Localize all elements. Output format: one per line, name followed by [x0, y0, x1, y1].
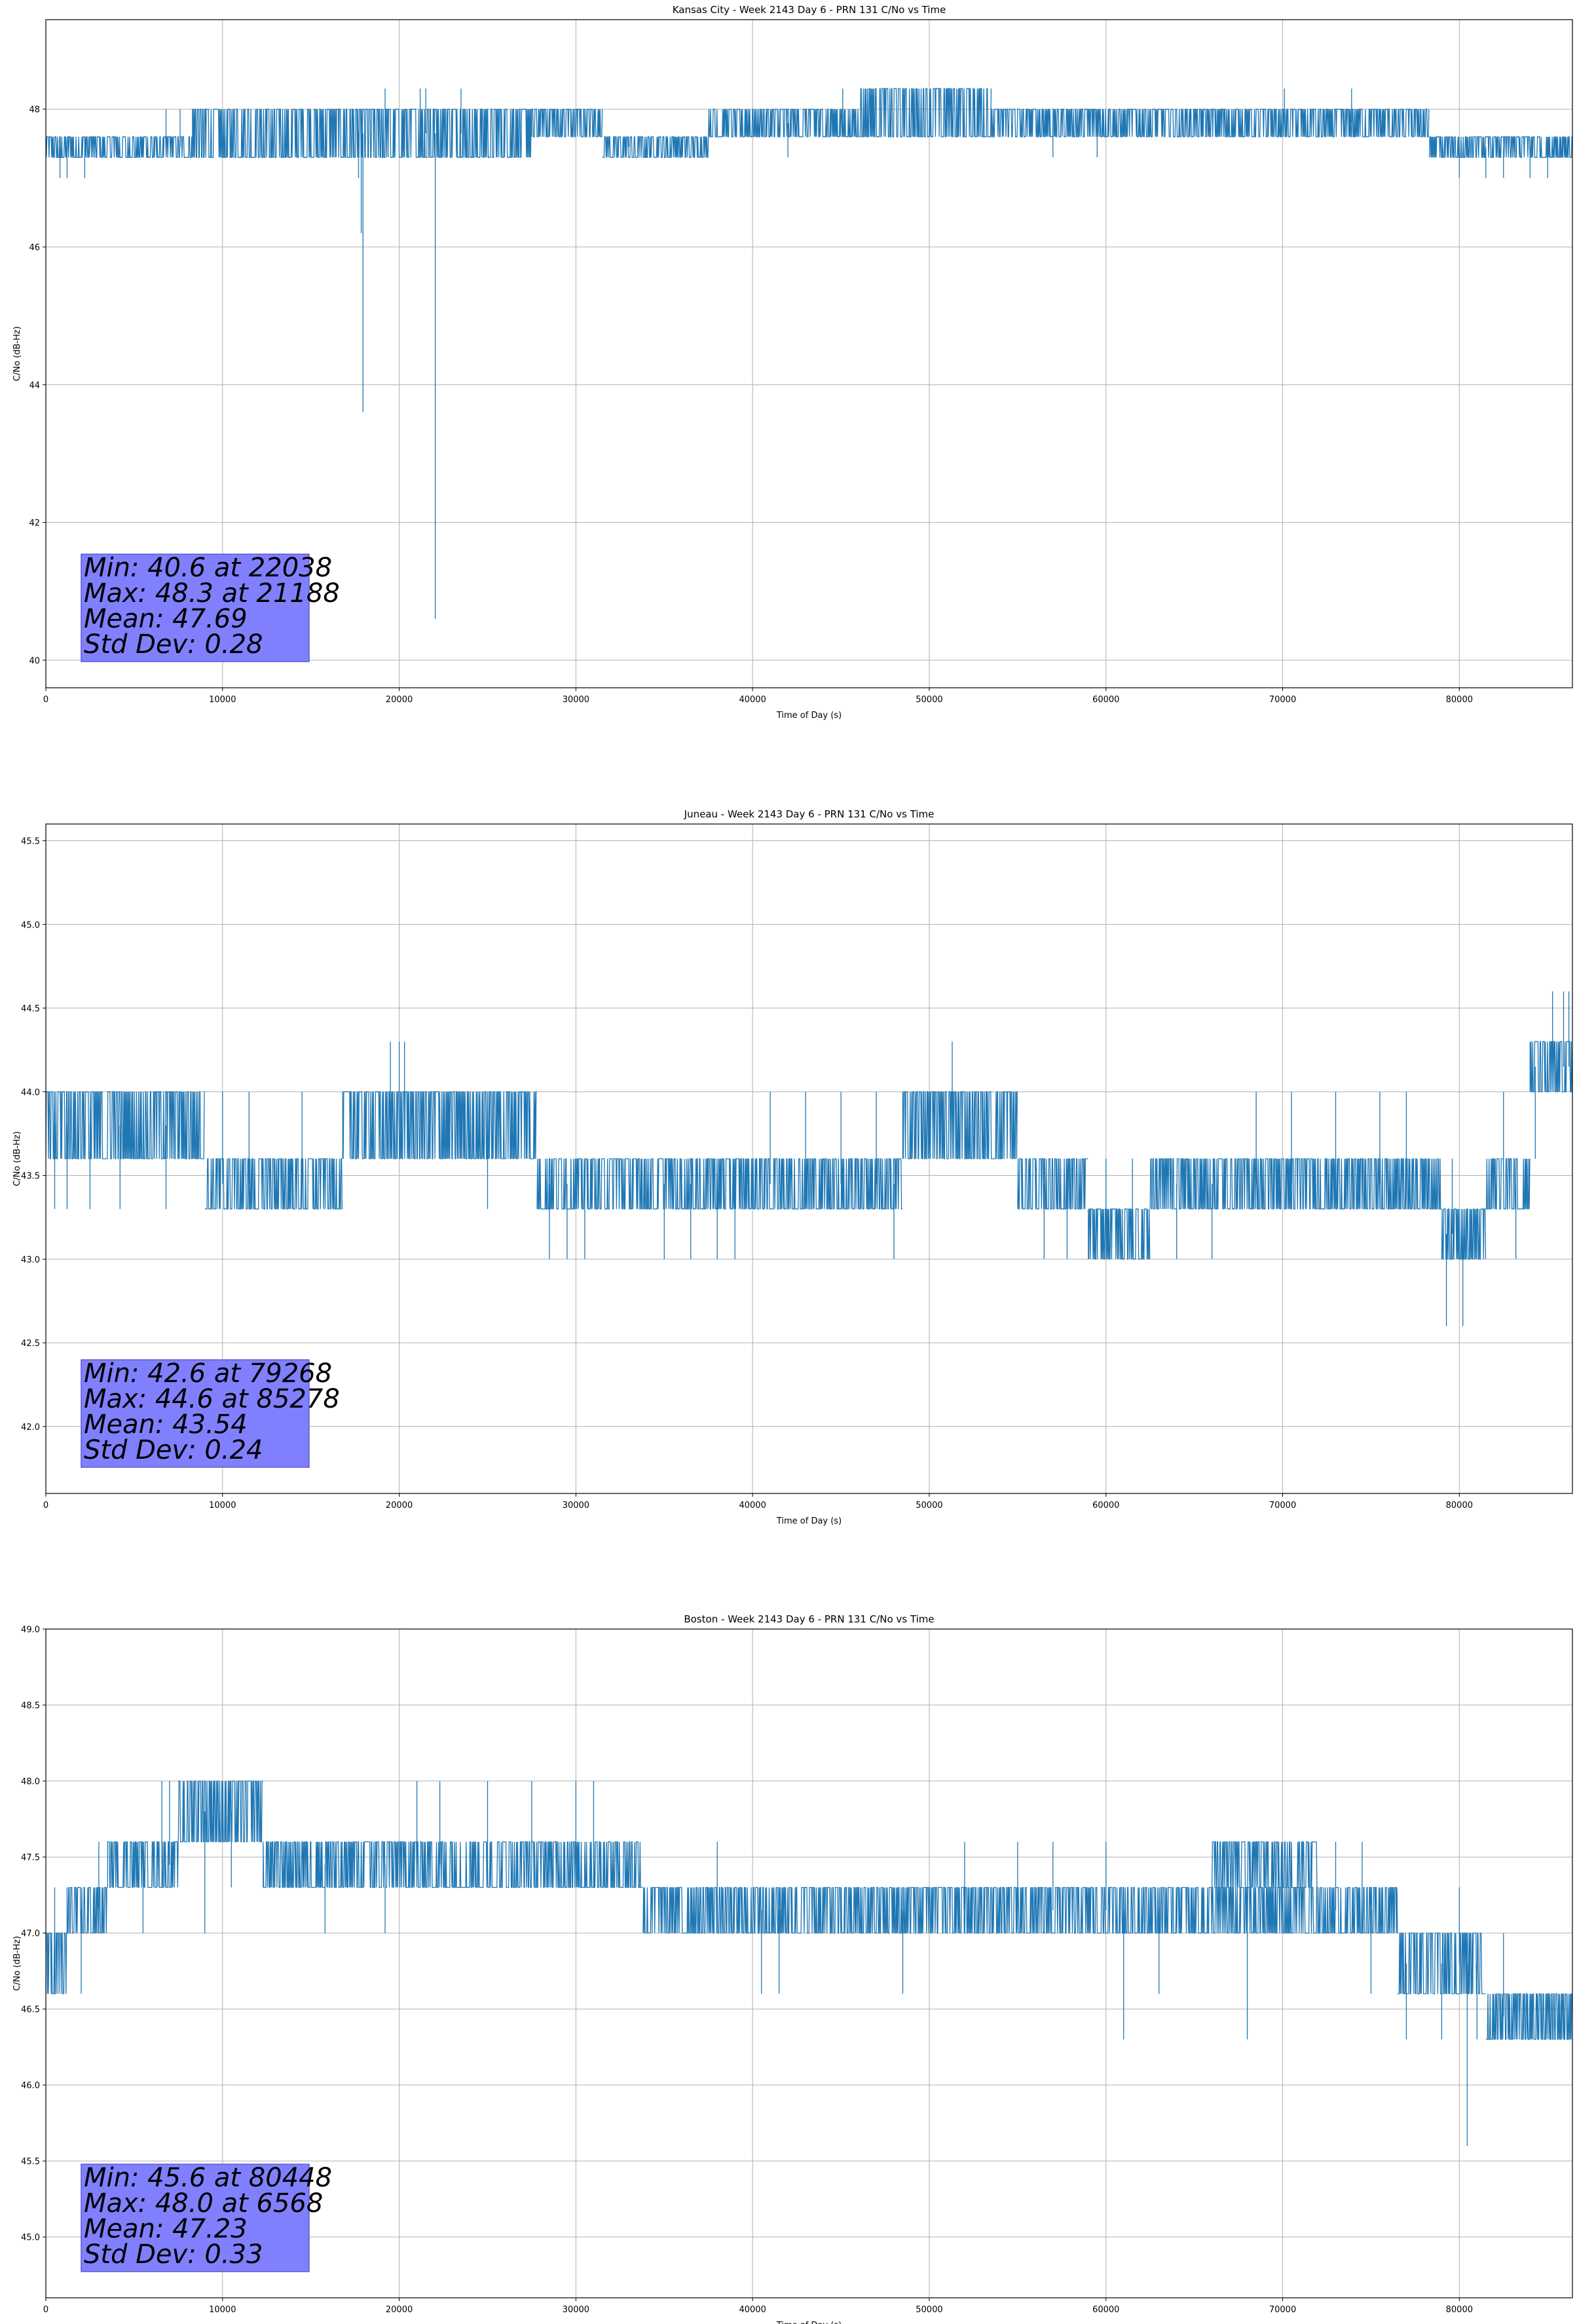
x-tick-label: 40000: [739, 2305, 766, 2315]
stats-line: Min: 42.6 at 79268: [84, 1359, 332, 1389]
x-axis-label: Time of Day (s): [776, 711, 842, 721]
chart-title: Juneau - Week 2143 Day 6 - PRN 131 C/No …: [684, 808, 935, 820]
stats-line: Mean: 43.54: [84, 1410, 248, 1440]
stats-line: Std Dev: 0.28: [84, 629, 263, 660]
chart-title: Kansas City - Week 2143 Day 6 - PRN 131 …: [673, 4, 946, 16]
x-tick-label: 0: [43, 1501, 48, 1510]
stats-line: Std Dev: 0.33: [84, 2240, 263, 2270]
y-tick-label: 42.0: [21, 1423, 40, 1433]
y-tick-label: 42: [29, 519, 40, 529]
chart-2: Boston - Week 2143 Day 6 - PRN 131 C/No …: [12, 1613, 1573, 2324]
x-tick-label: 20000: [386, 1501, 413, 1510]
x-tick-label: 70000: [1269, 1501, 1296, 1510]
y-tick-label: 46.0: [21, 2081, 40, 2091]
x-tick-label: 30000: [563, 695, 589, 705]
stats-line: Max: 44.6 at 85278: [84, 1384, 340, 1414]
y-axis-label: C/No (dB-Hz): [12, 326, 22, 381]
x-tick-label: 40000: [739, 1501, 766, 1510]
x-tick-label: 10000: [209, 1501, 236, 1510]
stats-box: [81, 553, 310, 662]
stats-box: [81, 1359, 310, 1468]
stats-box: [81, 2164, 310, 2272]
x-tick-label: 0: [43, 695, 48, 705]
y-tick-label: 47.0: [21, 1929, 40, 1939]
y-tick-label: 40: [29, 656, 40, 666]
plot-frame: [45, 19, 1573, 688]
x-axis-label: Time of Day (s): [776, 1516, 842, 1526]
y-tick-label: 42.5: [21, 1339, 40, 1349]
y-tick-label: 48.0: [21, 1777, 40, 1787]
x-tick-label: 60000: [1092, 695, 1119, 705]
x-tick-label: 40000: [739, 695, 766, 705]
y-tick-label: 48: [29, 105, 40, 115]
y-tick-label: 44.5: [21, 1004, 40, 1014]
y-axis-label: C/No (dB-Hz): [12, 1131, 22, 1186]
x-tick-label: 20000: [386, 695, 413, 705]
y-tick-label: 45.0: [21, 920, 40, 930]
chart-1: Juneau - Week 2143 Day 6 - PRN 131 C/No …: [12, 808, 1573, 1526]
x-tick-label: 50000: [916, 2305, 942, 2315]
y-tick-label: 45.0: [21, 2233, 40, 2243]
stats-line: Mean: 47.69: [84, 604, 248, 634]
x-tick-label: 0: [43, 2305, 48, 2315]
chart-title: Boston - Week 2143 Day 6 - PRN 131 C/No …: [684, 1613, 934, 1625]
y-axis-label: C/No (dB-Hz): [12, 1936, 22, 1991]
y-tick-label: 45.5: [21, 837, 40, 847]
y-tick-label: 43.5: [21, 1172, 40, 1182]
stats-line: Min: 40.6 at 22038: [84, 553, 332, 583]
y-tick-label: 43.0: [21, 1255, 40, 1265]
x-tick-label: 60000: [1092, 2305, 1119, 2315]
y-tick-label: 47.5: [21, 1853, 40, 1863]
series-line: [46, 88, 1572, 619]
x-tick-label: 10000: [209, 2305, 236, 2315]
x-tick-label: 30000: [563, 1501, 589, 1510]
x-tick-label: 30000: [563, 2305, 589, 2315]
stats-line: Min: 45.6 at 80448: [84, 2163, 332, 2193]
x-axis-label: Time of Day (s): [776, 2321, 842, 2324]
x-tick-label: 70000: [1269, 2305, 1296, 2315]
x-tick-label: 50000: [916, 1501, 942, 1510]
stats-line: Max: 48.0 at 6568: [84, 2188, 323, 2219]
plot-frame: [45, 1628, 1573, 2298]
series-line: [46, 991, 1572, 1326]
y-tick-label: 44: [29, 381, 40, 390]
stats-line: Max: 48.3 at 21188: [84, 578, 340, 609]
y-tick-label: 46.5: [21, 2005, 40, 2015]
chart-0: Kansas City - Week 2143 Day 6 - PRN 131 …: [12, 4, 1573, 721]
x-tick-label: 50000: [916, 695, 942, 705]
x-tick-label: 20000: [386, 2305, 413, 2315]
x-tick-label: 10000: [209, 695, 236, 705]
x-tick-label: 80000: [1446, 1501, 1473, 1510]
x-tick-label: 70000: [1269, 695, 1296, 705]
y-tick-label: 48.5: [21, 1701, 40, 1711]
stats-line: Mean: 47.23: [84, 2214, 248, 2244]
y-tick-label: 46: [29, 243, 40, 253]
y-tick-label: 49.0: [21, 1625, 40, 1635]
x-tick-label: 80000: [1446, 695, 1473, 705]
plot-frame: [45, 823, 1573, 1494]
stats-line: Std Dev: 0.24: [84, 1435, 263, 1465]
y-tick-label: 45.5: [21, 2157, 40, 2167]
x-tick-label: 80000: [1446, 2305, 1473, 2315]
series-line: [46, 1780, 1572, 2146]
x-tick-label: 60000: [1092, 1501, 1119, 1510]
y-tick-label: 44.0: [21, 1088, 40, 1098]
